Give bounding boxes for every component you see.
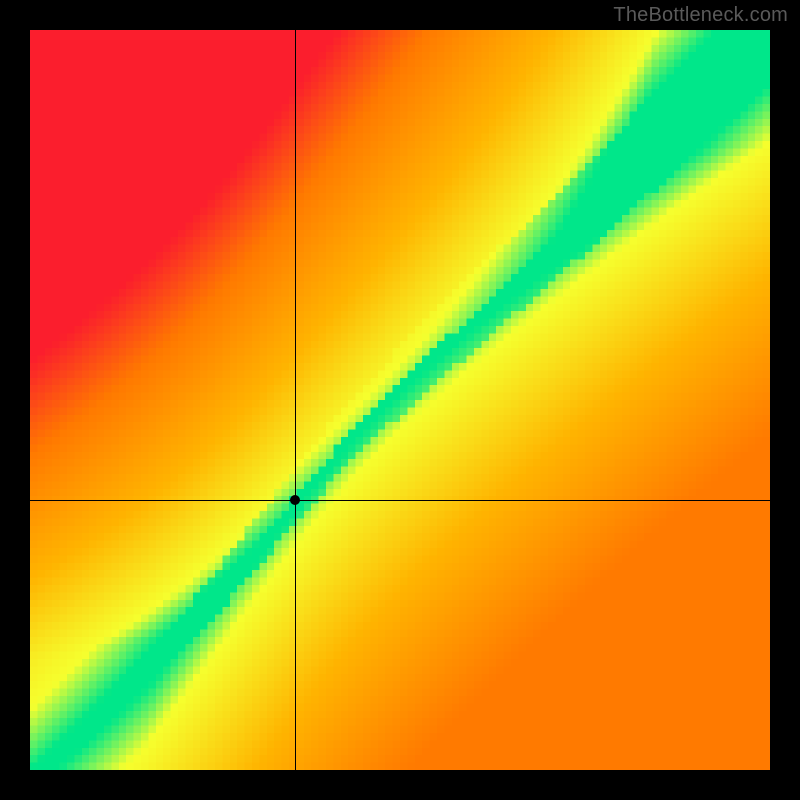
heatmap-canvas xyxy=(30,30,770,770)
crosshair-marker-dot xyxy=(290,495,300,505)
plot-area xyxy=(30,30,770,770)
crosshair-vertical xyxy=(295,30,296,770)
watermark-text: TheBottleneck.com xyxy=(613,4,788,27)
crosshair-horizontal xyxy=(30,500,770,501)
